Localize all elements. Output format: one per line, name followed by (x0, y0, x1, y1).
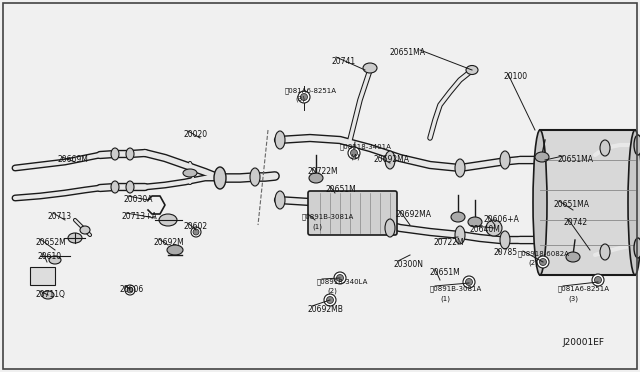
Circle shape (324, 294, 336, 306)
Ellipse shape (455, 226, 465, 244)
Circle shape (595, 276, 602, 283)
Ellipse shape (500, 151, 510, 169)
Ellipse shape (628, 130, 640, 275)
Text: 20651MA: 20651MA (554, 200, 590, 209)
Ellipse shape (309, 173, 323, 183)
Text: 20651MA: 20651MA (558, 155, 594, 164)
Text: 20030A: 20030A (123, 195, 152, 204)
Ellipse shape (600, 244, 610, 260)
Circle shape (337, 275, 344, 282)
Text: 20692MA: 20692MA (374, 155, 410, 164)
Circle shape (465, 279, 472, 285)
Text: 20606+A: 20606+A (483, 215, 519, 224)
Circle shape (326, 296, 333, 304)
Text: 20100: 20100 (503, 72, 527, 81)
Ellipse shape (111, 181, 119, 193)
Ellipse shape (600, 140, 610, 156)
Ellipse shape (385, 151, 395, 169)
Text: (1): (1) (440, 295, 450, 301)
Text: Ⓝ08918-340LA: Ⓝ08918-340LA (317, 278, 369, 285)
Text: 20742: 20742 (563, 218, 587, 227)
Text: 20722M: 20722M (433, 238, 463, 247)
Circle shape (592, 274, 604, 286)
Ellipse shape (126, 148, 134, 160)
Text: Ⓝ0891B-3081A: Ⓝ0891B-3081A (302, 213, 355, 219)
Ellipse shape (533, 130, 547, 275)
Ellipse shape (49, 256, 61, 264)
Circle shape (193, 229, 199, 235)
Text: (3): (3) (568, 295, 578, 301)
Text: 20610: 20610 (38, 252, 62, 261)
Bar (540, 130, 635, 275)
Ellipse shape (275, 131, 285, 149)
Bar (30, 267, 55, 285)
Ellipse shape (214, 167, 226, 189)
Text: (3): (3) (295, 96, 305, 103)
Text: (4): (4) (350, 153, 360, 160)
Text: 20713+A: 20713+A (121, 212, 157, 221)
Circle shape (334, 272, 346, 284)
Text: 20785: 20785 (493, 248, 517, 257)
Text: 20741: 20741 (331, 57, 355, 66)
Text: Ⓝ08918-6082A: Ⓝ08918-6082A (518, 250, 570, 257)
Text: Ⓝ0891B-3081A: Ⓝ0891B-3081A (430, 285, 483, 292)
Text: 20602: 20602 (183, 222, 207, 231)
Ellipse shape (385, 219, 395, 237)
Ellipse shape (466, 65, 478, 74)
Ellipse shape (159, 214, 177, 226)
Ellipse shape (451, 212, 465, 222)
FancyBboxPatch shape (308, 191, 397, 235)
Ellipse shape (183, 169, 197, 177)
Text: 20606: 20606 (120, 285, 144, 294)
Circle shape (537, 256, 549, 268)
Text: 20300N: 20300N (393, 260, 423, 269)
Circle shape (463, 276, 475, 288)
Text: (2): (2) (327, 288, 337, 295)
Text: 20651M: 20651M (430, 268, 461, 277)
Text: 20669M: 20669M (57, 155, 88, 164)
Circle shape (301, 93, 307, 100)
Ellipse shape (68, 233, 82, 243)
Circle shape (191, 227, 201, 237)
Text: 20713: 20713 (48, 212, 72, 221)
Text: 20020: 20020 (183, 130, 207, 139)
Ellipse shape (634, 238, 640, 258)
Text: Ⓑ081A6-8251A: Ⓑ081A6-8251A (558, 285, 610, 292)
Text: 20692MB: 20692MB (307, 305, 343, 314)
Circle shape (351, 150, 358, 157)
Text: Ⓑ081A6-8251A: Ⓑ081A6-8251A (285, 87, 337, 94)
Text: Ⓝ08918-3401A: Ⓝ08918-3401A (340, 143, 392, 150)
Text: 20652M: 20652M (35, 238, 66, 247)
Text: 20692MA: 20692MA (395, 210, 431, 219)
Ellipse shape (275, 191, 285, 209)
Ellipse shape (80, 226, 90, 234)
Text: 20722M: 20722M (307, 167, 338, 176)
Circle shape (348, 147, 360, 159)
Ellipse shape (535, 152, 549, 162)
Ellipse shape (167, 245, 183, 255)
Circle shape (127, 287, 133, 293)
Ellipse shape (42, 291, 54, 299)
Circle shape (125, 285, 135, 295)
Ellipse shape (111, 148, 119, 160)
Circle shape (540, 259, 547, 266)
Text: 20651MA: 20651MA (390, 48, 426, 57)
Circle shape (298, 91, 310, 103)
Text: 20711Q: 20711Q (35, 290, 65, 299)
Text: (1): (1) (312, 223, 322, 230)
Text: J20001EF: J20001EF (562, 338, 604, 347)
Ellipse shape (634, 135, 640, 155)
Text: 20692M: 20692M (154, 238, 185, 247)
Ellipse shape (455, 159, 465, 177)
Ellipse shape (468, 217, 482, 227)
Text: 20640M: 20640M (470, 225, 501, 234)
Ellipse shape (500, 231, 510, 249)
Ellipse shape (250, 168, 260, 186)
Text: (2): (2) (528, 260, 538, 266)
Circle shape (486, 220, 502, 236)
Ellipse shape (126, 181, 134, 193)
Ellipse shape (566, 252, 580, 262)
Text: 20651M: 20651M (325, 185, 356, 194)
Ellipse shape (363, 63, 377, 73)
